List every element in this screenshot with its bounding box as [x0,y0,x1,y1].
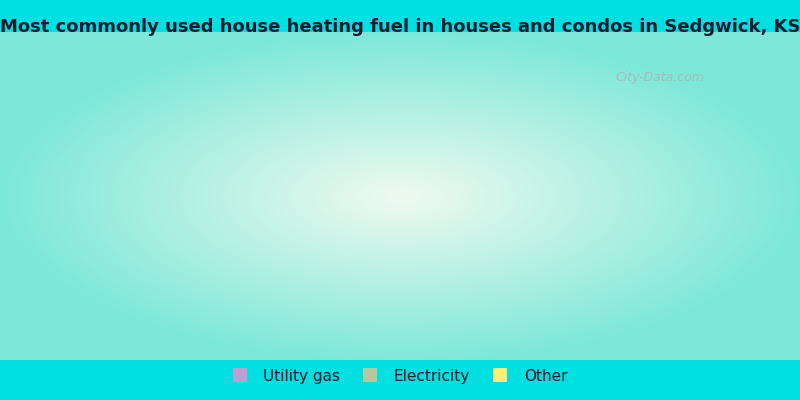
Legend: Utility gas, Electricity, Other: Utility gas, Electricity, Other [228,364,572,388]
Wedge shape [473,164,569,246]
Text: City-Data.com: City-Data.com [615,71,704,84]
Text: Most commonly used house heating fuel in houses and condos in Sedgwick, KS: Most commonly used house heating fuel in… [0,18,800,36]
Wedge shape [488,227,573,265]
Wedge shape [227,92,540,265]
